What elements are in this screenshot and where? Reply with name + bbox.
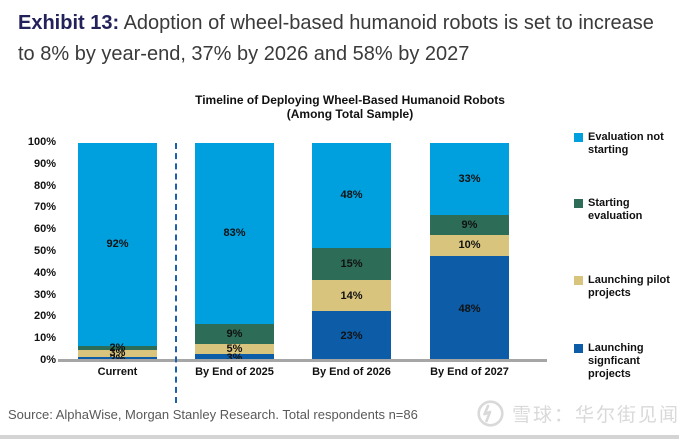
category-label: By End of 2026 [312, 366, 391, 378]
bar-value-label: 2% [109, 341, 126, 354]
exhibit-title-text: Adoption of wheel-based humanoid robots … [18, 12, 654, 65]
bar-value-label: 92% [106, 238, 129, 251]
bar-value-label: 9% [461, 218, 478, 231]
bar-segment [312, 247, 391, 281]
watermark: 雪球：华尔街见闻 [476, 399, 679, 428]
bar-value-label: 33% [458, 172, 481, 185]
legend-item: Evaluation not starting [574, 131, 678, 157]
chart-title: Timeline of Deploying Wheel-Based Humano… [60, 93, 640, 121]
y-axis-tick-label: 20% [33, 310, 56, 323]
x-axis-line [58, 359, 547, 362]
exhibit-label: Exhibit 13: [18, 12, 120, 34]
bar-segment [195, 323, 274, 344]
bar-value-label: 10% [458, 239, 481, 252]
bar-segment [195, 143, 274, 324]
bar-segment [312, 310, 391, 361]
bar-by-end-of-2025: 3% 5% 9% 83% [195, 143, 274, 364]
bar-current: 2%3%2%92% [78, 143, 157, 365]
legend-item: Starting evaluation [574, 197, 678, 223]
bar-segment [312, 143, 391, 248]
bar-segment [195, 343, 274, 355]
legend-label: Evaluation not starting [588, 131, 664, 156]
bar-value-label: 48% [458, 302, 481, 315]
y-axis-tick-label: 50% [33, 245, 56, 257]
exhibit-title: Exhibit 13: Adoption of wheel-based huma… [18, 8, 668, 70]
bar-value-label: 15% [340, 258, 363, 270]
bar-value-label: 83% [223, 227, 246, 240]
bar-segment [195, 354, 274, 361]
y-axis-tick-label: 0% [40, 354, 56, 366]
legend-swatch-icon [574, 133, 583, 142]
bar-segment [78, 345, 157, 351]
y-axis-tick-label: 40% [33, 266, 56, 279]
category-label: By End of 2027 [430, 366, 509, 378]
y-axis-tick-label: 90% [33, 157, 56, 170]
legend-item: Launching signficant projects [574, 342, 678, 381]
legend-swatch-icon [574, 199, 583, 208]
bar-by-end-of-2027: 48% 10% 9% 33% [430, 143, 509, 361]
y-axis-tick-label: 60% [33, 223, 56, 236]
bar-segment [78, 350, 157, 357]
bar-segment [430, 214, 509, 235]
watermark-text: 雪球：华尔街见闻 [512, 405, 679, 426]
category-label: By End of 2025 [195, 366, 274, 378]
y-axis-tick-label: 100% [27, 136, 56, 148]
bar-value-label: 23% [340, 329, 363, 342]
bar-segment [312, 280, 391, 311]
chart-title-line1: Timeline of Deploying Wheel-Based Humano… [195, 93, 505, 107]
legend-swatch-icon [574, 276, 583, 285]
chart-title-line2: (Among Total Sample) [286, 107, 414, 121]
bar-value-label: 48% [340, 189, 363, 202]
bar-value-label: 3% [109, 347, 126, 360]
bar-segment [430, 256, 509, 361]
category-label: Current [97, 366, 138, 378]
legend-label: Launching pilot projects [588, 274, 670, 299]
bar-segment [430, 143, 509, 215]
bar-by-end-of-2026: 23% 14% 15% 48% [312, 143, 391, 361]
y-axis-tick-label: 30% [33, 288, 56, 301]
bar-value-label: 14% [340, 289, 363, 302]
bar-segment [78, 356, 157, 361]
y-axis-tick-label: 70% [33, 201, 56, 214]
legend-label: Launching signficant projects [588, 342, 644, 380]
y-axis-tick-label: 80% [33, 179, 56, 192]
legend-item: Launching pilot projects [574, 274, 678, 300]
legend-swatch-icon [574, 344, 583, 353]
current-vs-forecast-divider [175, 143, 177, 403]
bar-value-label: 9% [226, 327, 243, 340]
bar-segment [430, 234, 509, 257]
bottom-edge [0, 435, 679, 439]
xueqiu-circle-logo [477, 400, 504, 427]
source-note: Source: AlphaWise, Morgan Stanley Resear… [8, 407, 418, 422]
y-axis-tick-label: 10% [33, 332, 56, 345]
bar-segment [78, 143, 157, 346]
legend-label: Starting evaluation [588, 197, 643, 222]
bar-value-label: 5% [226, 343, 243, 356]
